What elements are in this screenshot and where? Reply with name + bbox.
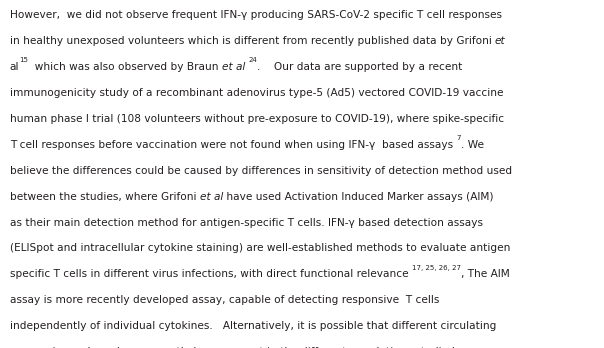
Text: between the studies, where Grifoni: between the studies, where Grifoni <box>10 192 199 201</box>
Text: which was also observed by Braun: which was also observed by Braun <box>28 62 222 72</box>
Text: T cell responses before vaccination were not found when using IFN-γ  based assay: T cell responses before vaccination were… <box>10 140 456 150</box>
Text: 15: 15 <box>19 57 28 63</box>
Text: immunogenicity study of a recombinant adenovirus type-5 (Ad5) vectored COVID-19 : immunogenicity study of a recombinant ad… <box>10 88 503 98</box>
Text: However,  we did not observe frequent IFN-γ producing SARS-CoV-2 specific T cell: However, we did not observe frequent IFN… <box>10 10 502 20</box>
Text: , The AIM: , The AIM <box>461 269 509 279</box>
Text: specific T cells in different virus infections, with direct functional relevance: specific T cells in different virus infe… <box>10 269 412 279</box>
Text: as their main detection method for antigen-specific T cells. IFN-γ based detecti: as their main detection method for antig… <box>10 218 483 228</box>
Text: al: al <box>10 62 19 72</box>
Text: et al: et al <box>222 62 245 72</box>
Text: independently of individual cytokines.   Alternatively, it is possible that diff: independently of individual cytokines. A… <box>10 321 496 331</box>
Text: assay is more recently developed assay, capable of detecting responsive  T cells: assay is more recently developed assay, … <box>10 295 439 305</box>
Text: believe the differences could be caused by differences in sensitivity of detecti: believe the differences could be caused … <box>10 166 512 176</box>
Text: et al: et al <box>199 192 223 201</box>
Text: in healthy unexposed volunteers which is different from recently published data : in healthy unexposed volunteers which is… <box>10 36 495 46</box>
Text: 24: 24 <box>248 57 257 63</box>
Text: have used Activation Induced Marker assays (AIM): have used Activation Induced Marker assa… <box>223 192 493 201</box>
Text: . We: . We <box>461 140 484 150</box>
Text: coronaviruses have been recently been present in the different populations studi: coronaviruses have been recently been pr… <box>10 347 458 348</box>
Text: .    Our data are supported by a recent: . Our data are supported by a recent <box>257 62 463 72</box>
Text: (ELISpot and intracellular cytokine staining) are well-established methods to ev: (ELISpot and intracellular cytokine stai… <box>10 244 510 253</box>
Text: 17, 25, 26, 27: 17, 25, 26, 27 <box>412 265 461 271</box>
Text: human phase I trial (108 volunteers without pre-exposure to COVID-19), where spi: human phase I trial (108 volunteers with… <box>10 114 504 124</box>
Text: et: et <box>495 36 506 46</box>
Text: 7: 7 <box>456 135 461 141</box>
